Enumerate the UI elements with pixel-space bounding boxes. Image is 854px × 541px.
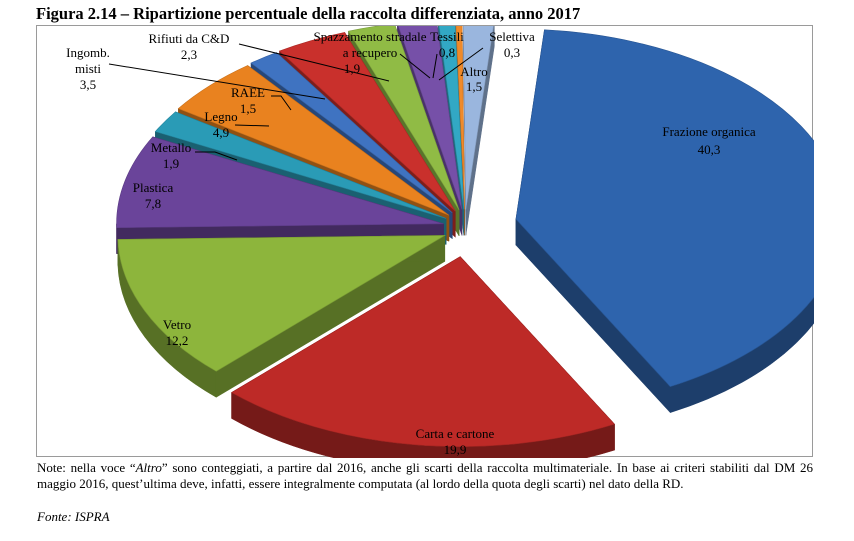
leader-line — [234, 124, 270, 127]
slice-name-tessili: Tessili — [430, 29, 464, 44]
slice-value-raee: 1,5 — [240, 101, 256, 116]
slice-name-vetro: Vetro — [163, 317, 191, 332]
chart-frame: Frazione organica 40,3 Carta e cartone 19,9… — [36, 25, 814, 458]
slice-name-ingomb-misti: Ingomb. — [66, 45, 110, 60]
note-emphasis: Altro — [135, 460, 162, 475]
slice-frazione-organica — [515, 29, 814, 414]
slice-name-legno: Legno — [204, 109, 237, 124]
slice-name-spazzamento-stradale-a-recupero: Spazzamento stradale — [314, 29, 427, 44]
slice-name-metallo: Metallo — [151, 140, 191, 155]
label-rifiuti-da-c-d: Rifiuti da C&D2,3 — [149, 31, 390, 82]
slice-value-selettiva: 0,3 — [504, 45, 520, 60]
leader-line — [399, 53, 431, 79]
slice-vetro — [117, 234, 446, 398]
slice-value-metallo: 1,9 — [163, 156, 179, 171]
slice-value-ingomb-misti: 3,5 — [80, 77, 96, 92]
slice-value-spazzamento-stradale-a-recupero: 1,9 — [344, 61, 360, 76]
pie-chart: Frazione organica 40,3 Carta e cartone19,9… — [66, 26, 814, 458]
leader-line — [108, 63, 326, 100]
leader-line — [438, 47, 484, 81]
chart-source: Fonte: ISPRA — [37, 509, 110, 524]
leader-line — [432, 53, 438, 79]
slice-name-rifiuti-da-c-d: Rifiuti da C&D — [149, 31, 230, 46]
note-prefix: Note: nella voce “ — [37, 460, 136, 475]
slice-value-carta-e-cartone: 19,9 — [444, 442, 467, 457]
note-suffix: ” sono conteggiati, a partire dal 2016, … — [37, 460, 813, 491]
slice-name-carta-e-cartone: Carta e cartone — [416, 426, 495, 441]
slice-value-altro: 1,5 — [466, 79, 482, 94]
slice-altro — [462, 26, 495, 236]
chart-note: Note: nella voce “Altro” sono conteggiat… — [37, 460, 813, 492]
label-frazione-organica: Frazione organica 40,3 — [662, 124, 755, 157]
slice-name-plastica: Plastica — [133, 180, 174, 195]
leader-line — [195, 151, 238, 161]
slice-name-frazione-organica: Frazione organica — [662, 124, 755, 139]
slice-name-ingomb-misti: misti — [75, 61, 101, 76]
slice-name-altro: Altro — [460, 64, 487, 79]
slice-value-tessili: 0,8 — [439, 45, 455, 60]
slice-value-plastica: 7,8 — [145, 196, 161, 211]
leader-line — [271, 95, 292, 111]
slice-value-rifiuti-da-c-d: 2,3 — [181, 47, 197, 62]
slice-name-spazzamento-stradale-a-recupero: a recupero — [343, 45, 398, 60]
figure-title: Figura 2.14 – Ripartizione percentuale d… — [36, 4, 581, 23]
slice-value-legno: 4,9 — [213, 125, 229, 140]
slice-name-selettiva: Selettiva — [489, 29, 535, 44]
slice-name-raee: RAEE — [231, 85, 265, 100]
slice-carta-e-cartone — [231, 255, 616, 458]
slice-value-frazione-organica: 40,3 — [698, 142, 721, 157]
slice-value-vetro: 12,2 — [166, 333, 189, 348]
leader-line — [238, 43, 390, 82]
